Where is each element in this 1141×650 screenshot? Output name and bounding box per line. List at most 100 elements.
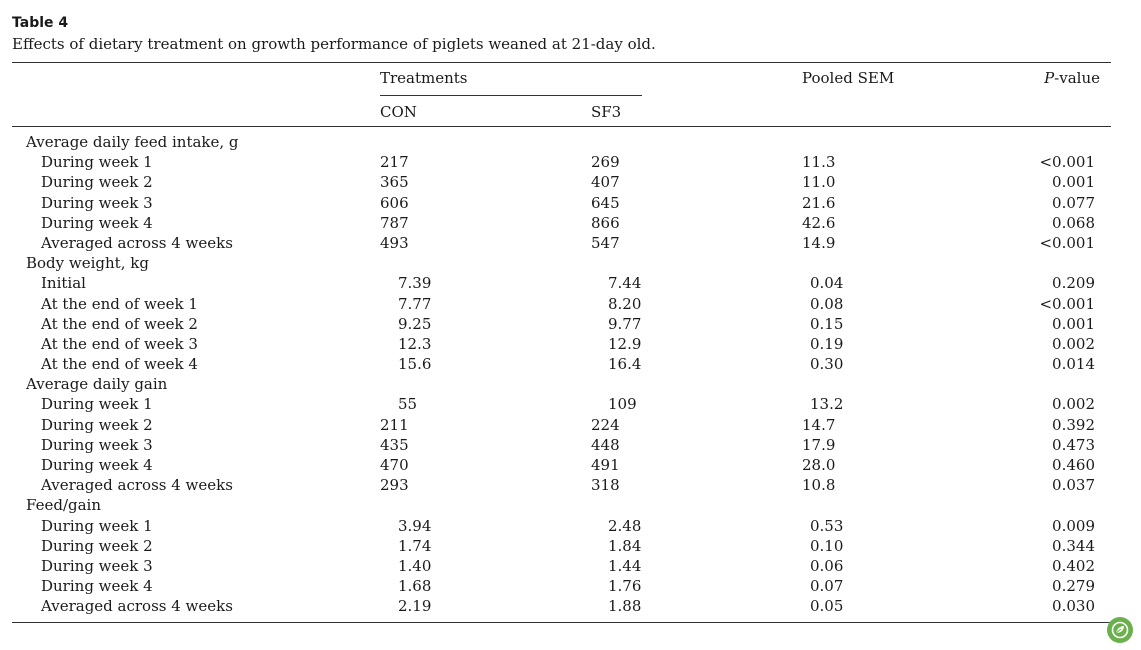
table-row: Initial 7.39 7.44 0.04 0.209 xyxy=(0,273,1141,293)
cell-label: During week 2 xyxy=(41,536,153,555)
cell-label: During week 1 xyxy=(41,153,153,172)
cell-sf3: 491 xyxy=(591,456,620,474)
cell-con: 55 xyxy=(398,395,418,414)
section-row: Body weight, kg xyxy=(0,253,1141,273)
table-row: During week 2 211 224 14.7 0.392 xyxy=(0,415,1141,435)
table-body: Average daily feed intake, g During week … xyxy=(0,132,1141,617)
cell-label: Average daily gain xyxy=(26,375,168,394)
cell-p: 0.030 xyxy=(1052,597,1095,616)
cell-con: 293 xyxy=(380,476,409,495)
cell-con: 15.6 xyxy=(398,355,432,374)
table-row: During week 3 606 645 21.6 0.077 xyxy=(0,193,1141,213)
cell-sf3: 866 xyxy=(591,213,620,232)
cell-con: 3.94 xyxy=(398,516,432,535)
cell-sf3: 2.48 xyxy=(608,516,642,535)
cell-sem: 0.53 xyxy=(810,516,844,535)
cell-sf3: 9.77 xyxy=(608,314,642,333)
cell-con: 7.39 xyxy=(398,274,432,293)
table-row: At the end of week 1 7.77 8.20 0.08 <0.001 xyxy=(0,294,1141,314)
cell-sem: 21.6 xyxy=(802,193,836,212)
cell-sem: 11.0 xyxy=(802,173,836,192)
cell-label: Averaged across 4 weeks xyxy=(41,476,233,495)
cell-label: At the end of week 3 xyxy=(41,334,198,353)
cell-con: 2.19 xyxy=(398,597,432,616)
cell-con: 1.68 xyxy=(398,577,432,596)
cell-p: 0.473 xyxy=(1052,435,1095,454)
header-con: CON xyxy=(380,103,417,121)
cell-p: <0.001 xyxy=(1039,294,1095,313)
cell-sf3: 645 xyxy=(591,193,620,212)
table-row: During week 2 1.74 1.84 0.10 0.344 xyxy=(0,536,1141,556)
table-row: During week 4 470 491 28.0 0.460 xyxy=(0,455,1141,475)
header-p-value: P-value xyxy=(1044,68,1100,88)
cell-con: 1.40 xyxy=(398,556,432,575)
cell-con: 606 xyxy=(380,193,409,212)
table-row: During week 2 365 407 11.0 0.001 xyxy=(0,172,1141,192)
cell-sf3: 269 xyxy=(591,153,620,172)
cell-label: Average daily feed intake, g xyxy=(26,133,239,151)
cell-p: 0.001 xyxy=(1052,173,1095,192)
cell-label: At the end of week 1 xyxy=(41,294,198,313)
cell-sem: 13.2 xyxy=(810,395,844,414)
table-row: During week 4 1.68 1.76 0.07 0.279 xyxy=(0,576,1141,596)
table-row: During week 1 3.94 2.48 0.53 0.009 xyxy=(0,516,1141,536)
cell-con: 9.25 xyxy=(398,314,432,333)
cell-label: During week 1 xyxy=(41,395,153,414)
cell-sem: 0.10 xyxy=(810,536,844,555)
cell-p: 0.392 xyxy=(1052,415,1095,434)
cell-sf3: 109 xyxy=(608,395,637,414)
cell-sf3: 547 xyxy=(591,233,620,252)
cell-sf3: 407 xyxy=(591,173,620,192)
header-rule xyxy=(12,126,1111,127)
section-row: Average daily gain xyxy=(0,374,1141,394)
cell-label: Body weight, kg xyxy=(26,254,149,273)
header-p-rest: -value xyxy=(1054,69,1100,87)
table-row: At the end of week 4 15.6 16.4 0.30 0.014 xyxy=(0,354,1141,374)
table-row: Averaged across 4 weeks 2.19 1.88 0.05 0.030 xyxy=(0,596,1141,616)
cell-label: At the end of week 2 xyxy=(41,314,198,333)
cell-con: 435 xyxy=(380,435,409,454)
cell-con: 493 xyxy=(380,233,409,252)
cell-sem: 14.9 xyxy=(802,233,836,252)
cell-label: Averaged across 4 weeks xyxy=(41,233,233,252)
cell-sf3: 448 xyxy=(591,435,620,454)
table-label: Table 4 xyxy=(12,15,69,31)
cell-p: 0.009 xyxy=(1052,516,1095,535)
cell-sf3: 1.88 xyxy=(608,597,642,616)
cell-sf3: 8.20 xyxy=(608,294,642,313)
cell-con: 470 xyxy=(380,456,409,474)
cell-label: During week 4 xyxy=(41,456,153,474)
table-caption: Effects of dietary treatment on growth p… xyxy=(12,35,656,53)
cell-label: Averaged across 4 weeks xyxy=(41,597,233,616)
leaf-badge-icon[interactable] xyxy=(1107,617,1133,643)
cell-sf3: 1.76 xyxy=(608,577,642,596)
cell-sem: 0.15 xyxy=(810,314,844,333)
cell-label: Feed/gain xyxy=(26,496,101,515)
cell-sem: 42.6 xyxy=(802,213,836,232)
cell-label: During week 3 xyxy=(41,435,153,454)
cell-sem: 0.04 xyxy=(810,274,844,293)
cell-sf3: 12.9 xyxy=(608,334,642,353)
cell-label: During week 3 xyxy=(41,556,153,575)
cell-p: 0.068 xyxy=(1052,213,1095,232)
cell-p: <0.001 xyxy=(1039,233,1095,252)
cell-p: 0.014 xyxy=(1052,355,1095,374)
section-row: Feed/gain xyxy=(0,495,1141,515)
top-rule xyxy=(12,62,1111,63)
cell-p: 0.460 xyxy=(1052,456,1095,474)
cell-p: 0.279 xyxy=(1052,577,1095,596)
cell-p: <0.001 xyxy=(1039,153,1095,172)
cell-sem: 28.0 xyxy=(802,456,836,474)
cell-sem: 0.06 xyxy=(810,556,844,575)
cell-sem: 17.9 xyxy=(802,435,836,454)
cell-label: Initial xyxy=(41,274,86,293)
cell-p: 0.037 xyxy=(1052,476,1095,495)
header-treatments: Treatments xyxy=(380,69,468,87)
cell-con: 211 xyxy=(380,415,409,434)
cell-p: 0.077 xyxy=(1052,193,1095,212)
table-row: Averaged across 4 weeks 293 318 10.8 0.037 xyxy=(0,475,1141,495)
table-row: During week 4 787 866 42.6 0.068 xyxy=(0,213,1141,233)
table-row: At the end of week 2 9.25 9.77 0.15 0.001 xyxy=(0,314,1141,334)
treatments-span-rule xyxy=(380,95,642,96)
cell-sf3: 7.44 xyxy=(608,274,642,293)
